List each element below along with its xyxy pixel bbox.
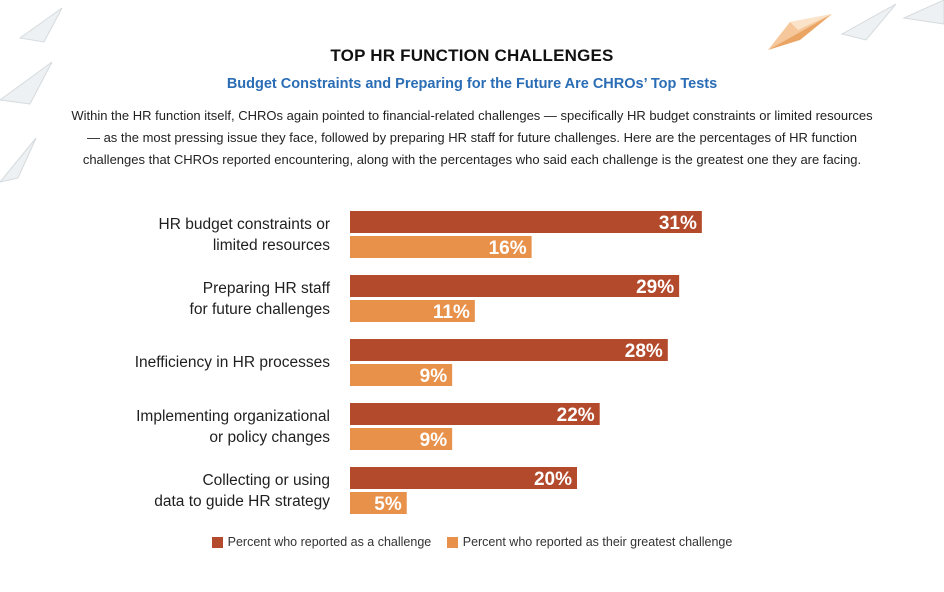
legend-swatch-greatest [446,536,458,548]
bar-value-label: 9% [420,430,448,451]
bar-value-label: 20% [534,469,572,490]
category-label-line: limited resources [212,236,330,254]
bar-greatest-challenge [350,364,453,386]
page-subtitle: Budget Constraints and Preparing for the… [226,76,718,92]
category-label-line: HR budget constraints or [158,215,330,233]
bar-value-label: 28% [625,341,663,362]
page-title: TOP HR FUNCTION CHALLENGES [330,46,614,65]
legend-label-greatest: Percent who reported as their greatest c… [462,535,733,549]
intro-paragraph: Within the HR function itself, CHROs aga… [71,108,873,167]
bar-value-label: 16% [489,238,527,259]
bar-value-label: 22% [557,405,595,426]
bar-challenge [350,211,702,233]
bar-greatest-challenge [350,492,407,514]
bar-challenge [350,467,577,489]
bar-value-label: 11% [433,302,470,323]
category-label: HR budget constraints or limited resource… [50,214,330,256]
bar-greatest-challenge [350,236,532,258]
category-label: Implementing organizational or policy cha… [50,406,330,448]
bar-value-label: 9% [420,366,448,387]
bar-greatest-challenge [350,428,453,450]
category-label: Inefficiency in HR processes [50,352,330,373]
category-label-line: for future challenges [189,300,330,318]
bar-value-label: 5% [374,494,402,515]
bar-value-label: 31% [659,213,697,234]
bar-challenge [350,275,680,297]
legend-item-challenge: Percent who reported as a challenge [211,535,432,549]
category-label-line: Inefficiency in HR processes [134,354,330,371]
category-label-line: Implementing organizational [136,407,330,425]
legend-label-challenge: Percent who reported as a challenge [227,535,432,549]
bar-greatest-challenge [350,300,475,322]
bar-challenge [350,403,600,425]
legend-swatch-challenge [211,536,223,548]
category-label: Collecting or using data to guide HR stra… [50,470,330,512]
bar-value-label: 29% [636,277,674,298]
category-label-line: Preparing HR staff [202,279,330,297]
category-label-line: data to guide HR strategy [154,492,330,510]
category-label: Preparing HR staff for future challenges [50,278,330,320]
bar-challenge [350,339,668,361]
category-label-line: or policy changes [209,428,330,446]
legend-item-greatest: Percent who reported as their greatest c… [446,535,733,549]
category-label-line: Collecting or using [202,471,330,489]
chart-legend: Percent who reported as a challenge Perc… [0,535,944,551]
